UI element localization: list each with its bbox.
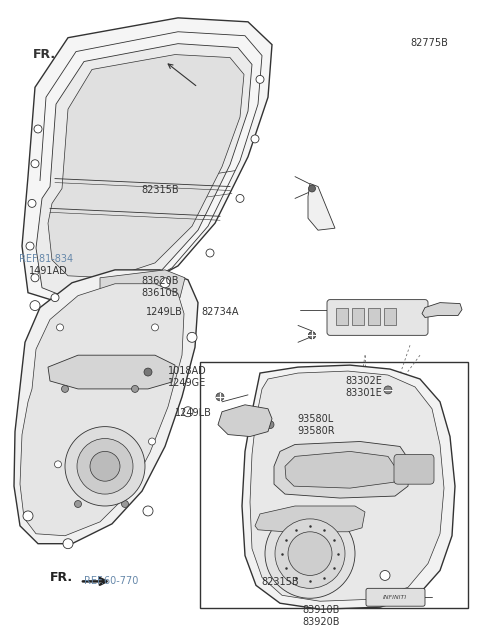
Text: 83302E
83301E: 83302E 83301E: [346, 376, 383, 398]
Circle shape: [380, 571, 390, 580]
Polygon shape: [100, 270, 185, 303]
Circle shape: [309, 332, 315, 339]
Circle shape: [28, 200, 36, 207]
Polygon shape: [22, 18, 272, 303]
Text: 1491AD: 1491AD: [29, 267, 68, 276]
Circle shape: [275, 519, 345, 588]
Text: 82775B: 82775B: [410, 38, 448, 47]
Text: 1249LB: 1249LB: [146, 307, 183, 317]
Circle shape: [92, 443, 98, 450]
Circle shape: [288, 532, 332, 576]
Text: REF.60-770: REF.60-770: [84, 576, 138, 586]
Circle shape: [23, 511, 33, 521]
Polygon shape: [20, 284, 184, 536]
Polygon shape: [36, 44, 252, 296]
Polygon shape: [48, 54, 244, 278]
Text: 82315B: 82315B: [142, 185, 179, 195]
Text: INFINITI: INFINITI: [383, 595, 407, 600]
Circle shape: [309, 185, 315, 192]
Text: 1018AD
1249GE: 1018AD 1249GE: [168, 365, 207, 387]
Circle shape: [26, 242, 34, 250]
Circle shape: [105, 443, 111, 450]
Circle shape: [65, 427, 145, 506]
Text: 82734A: 82734A: [202, 307, 239, 317]
Circle shape: [256, 75, 264, 83]
Polygon shape: [14, 270, 198, 544]
Circle shape: [63, 538, 73, 549]
Text: 93580L
93580R: 93580L 93580R: [298, 414, 335, 436]
Circle shape: [90, 451, 120, 481]
Circle shape: [132, 386, 139, 392]
Circle shape: [148, 438, 156, 445]
Text: 1249LB: 1249LB: [175, 408, 212, 418]
Polygon shape: [250, 371, 444, 601]
Circle shape: [121, 501, 129, 507]
Polygon shape: [48, 355, 175, 389]
Polygon shape: [255, 506, 365, 532]
Text: FR.: FR.: [50, 571, 73, 585]
FancyBboxPatch shape: [394, 454, 434, 484]
Circle shape: [216, 393, 224, 401]
Circle shape: [160, 278, 170, 288]
Circle shape: [57, 324, 63, 331]
FancyBboxPatch shape: [366, 588, 425, 606]
Bar: [384, 308, 396, 325]
Circle shape: [74, 501, 82, 507]
Circle shape: [266, 421, 274, 428]
Polygon shape: [218, 404, 272, 437]
Circle shape: [51, 294, 59, 301]
Circle shape: [77, 439, 133, 494]
Circle shape: [206, 249, 214, 257]
Text: 83620B
83610B: 83620B 83610B: [142, 276, 179, 298]
Circle shape: [309, 332, 315, 339]
Text: REF.81-834: REF.81-834: [19, 254, 73, 264]
Bar: [352, 308, 364, 325]
FancyBboxPatch shape: [327, 300, 428, 336]
Circle shape: [144, 368, 152, 376]
Circle shape: [30, 301, 40, 310]
Circle shape: [31, 160, 39, 167]
Circle shape: [251, 135, 259, 143]
Circle shape: [384, 386, 392, 394]
Bar: [368, 308, 380, 325]
Circle shape: [31, 274, 39, 282]
Circle shape: [265, 509, 355, 599]
Text: 83910B
83920B: 83910B 83920B: [302, 605, 340, 627]
Polygon shape: [422, 303, 462, 317]
Circle shape: [183, 407, 193, 416]
Text: FR.: FR.: [33, 48, 56, 61]
Circle shape: [55, 461, 61, 468]
Circle shape: [236, 195, 244, 202]
Circle shape: [61, 386, 69, 392]
Circle shape: [34, 125, 42, 133]
Circle shape: [152, 324, 158, 331]
Polygon shape: [308, 183, 335, 230]
Text: 82315B: 82315B: [262, 577, 299, 587]
Circle shape: [143, 506, 153, 516]
Polygon shape: [274, 442, 410, 498]
Circle shape: [187, 332, 197, 343]
Polygon shape: [242, 365, 455, 609]
Bar: [200, 362, 468, 608]
Circle shape: [96, 299, 104, 307]
Bar: [336, 308, 348, 325]
Polygon shape: [285, 451, 396, 488]
